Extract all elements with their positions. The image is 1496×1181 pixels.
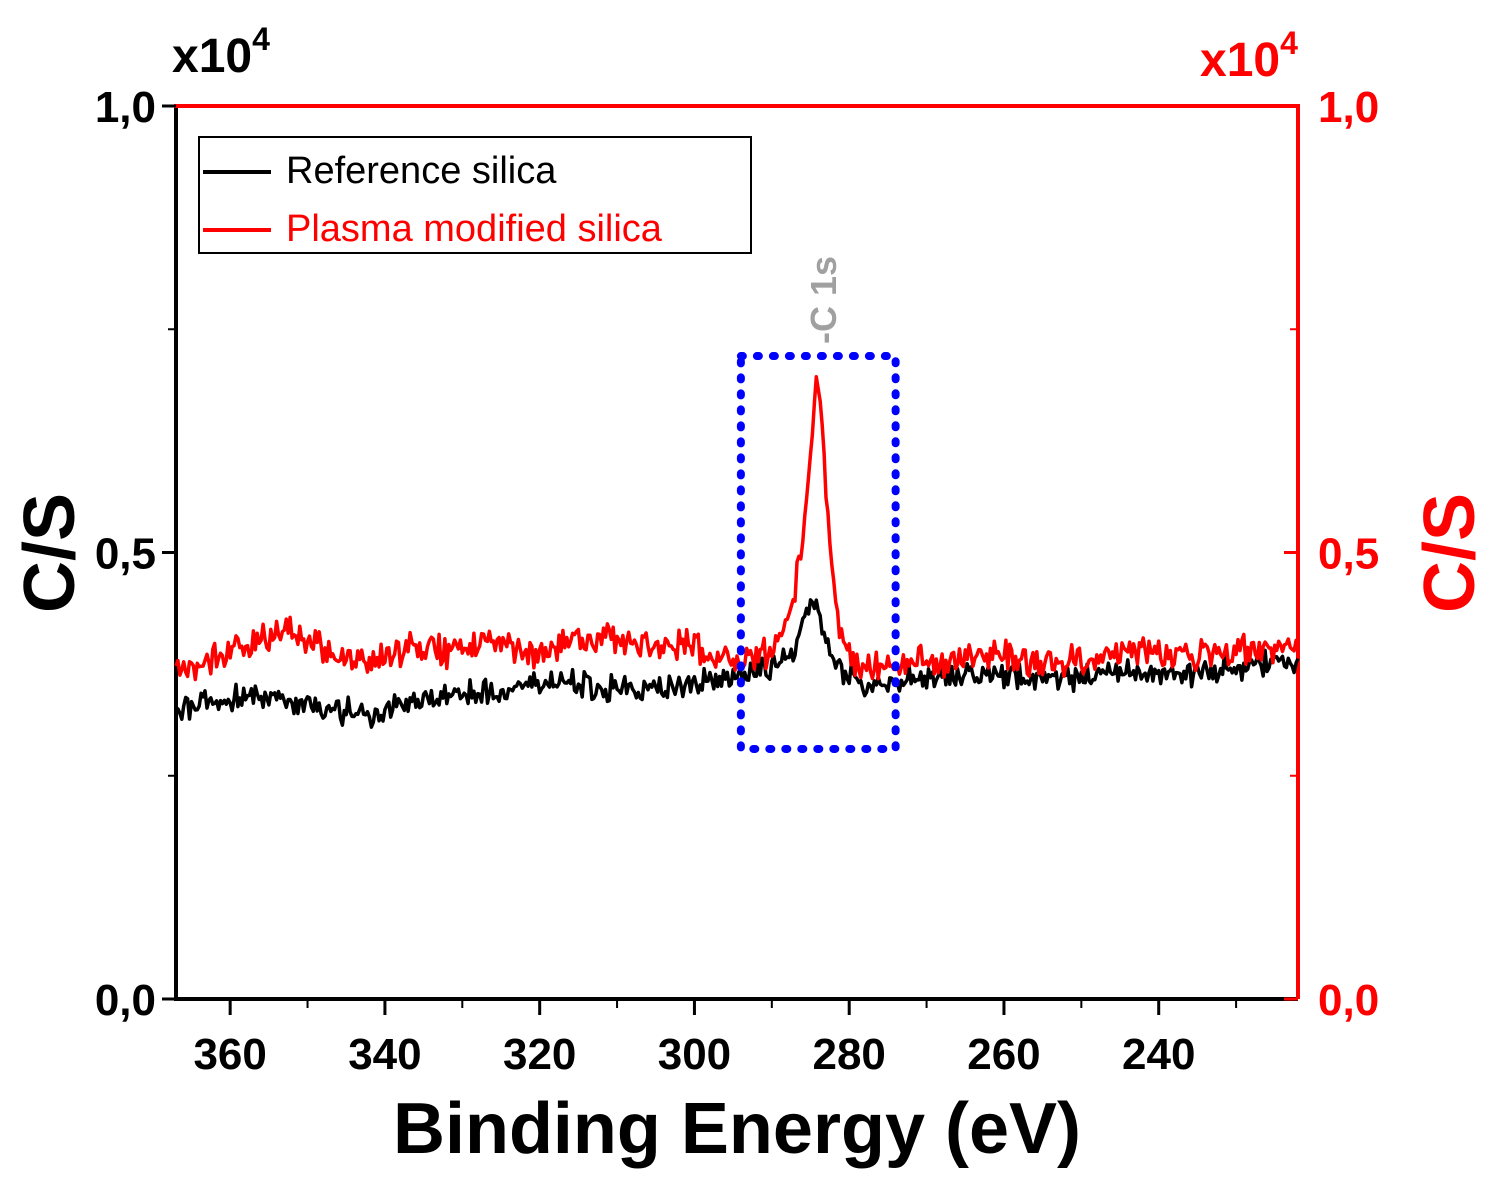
legend-label-plasma: Plasma modified silica [286, 208, 663, 250]
legend: Reference silica Plasma modified silica [198, 136, 752, 254]
right-y-axis-title: C/S [1410, 493, 1490, 613]
x-tick-label-6: 240 [1122, 1030, 1195, 1079]
x-tick-label-1: 340 [348, 1030, 421, 1079]
series-line-plasma-modified-silica [174, 375, 1300, 682]
series-line-reference-silica [174, 598, 1300, 729]
left-y-tick-label-0: 0,0 [95, 976, 156, 1025]
x-tick-label-4: 280 [812, 1030, 885, 1079]
right-y-tick-label-1: 0,5 [1318, 530, 1379, 579]
x-tick-label-5: 260 [967, 1030, 1040, 1079]
left-y-tick-label-2: 1,0 [95, 83, 156, 132]
left-multiplier-exponent: 4 [252, 21, 270, 57]
legend-box [198, 136, 752, 254]
left-multiplier-base: x10 [172, 30, 252, 83]
series-layer [174, 375, 1300, 729]
c1s-annotation-box [736, 352, 900, 753]
legend-label-reference: Reference silica [286, 150, 557, 192]
ticks-layer: 360 340 320 300 280 260 240 0,0 0,5 1,0 0,0 0,5 1,0 [95, 83, 1379, 1079]
right-multiplier-base: x10 [1200, 34, 1280, 87]
x-tick-label-3: 300 [658, 1030, 731, 1079]
x-tick-label-2: 320 [503, 1030, 576, 1079]
right-y-tick-label-2: 1,0 [1318, 83, 1379, 132]
x-axis-title: Binding Energy (eV) [393, 1089, 1081, 1169]
x-tick-label-0: 360 [193, 1030, 266, 1079]
right-multiplier: x104 [1200, 25, 1298, 87]
left-y-tick-label-1: 0,5 [95, 530, 156, 579]
left-y-axis-title: C/S [10, 493, 90, 613]
right-multiplier-exponent: 4 [1280, 25, 1298, 61]
right-y-tick-label-0: 0,0 [1318, 976, 1379, 1025]
left-multiplier: x104 [172, 21, 270, 83]
c1s-annotation-label: -C 1s [803, 256, 844, 344]
